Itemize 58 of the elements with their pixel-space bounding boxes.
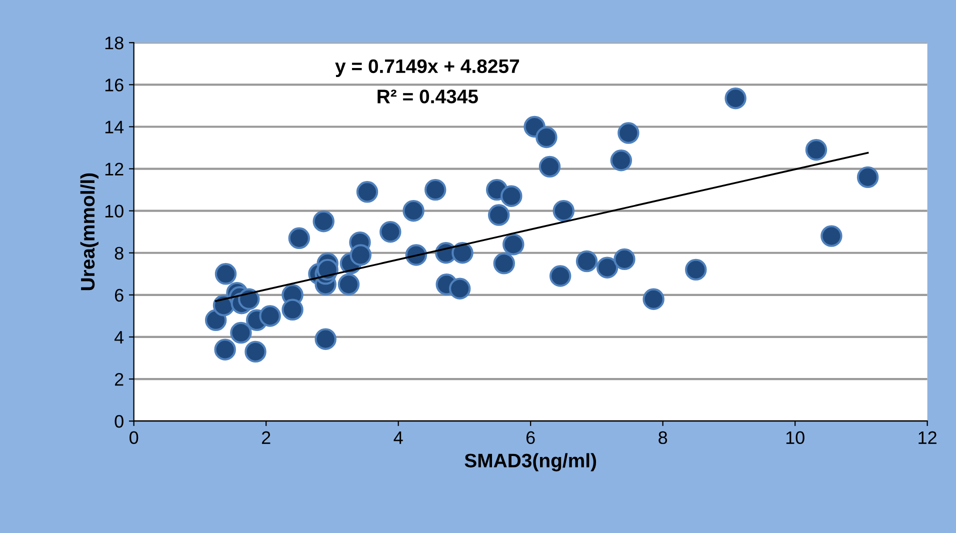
point xyxy=(452,242,474,264)
point xyxy=(820,225,842,247)
x-tick-label: 0 xyxy=(130,431,138,444)
point xyxy=(338,274,360,296)
x-tick-label: 4 xyxy=(394,431,403,444)
point xyxy=(596,256,618,278)
y-tick-label: 14 xyxy=(105,120,124,134)
y-axis-title: Urea(mmol/l) xyxy=(80,173,98,290)
y-tick-label: 12 xyxy=(105,162,124,176)
point xyxy=(214,263,237,285)
point xyxy=(288,227,310,250)
annotation: R² = 0.4345 xyxy=(378,90,478,104)
point xyxy=(312,210,334,232)
y-tick-label: 4 xyxy=(114,331,124,344)
point xyxy=(350,244,372,266)
x-tick-label: 12 xyxy=(918,431,936,444)
point xyxy=(549,265,572,287)
y-tick-label: 6 xyxy=(114,288,124,302)
point xyxy=(316,258,338,281)
point xyxy=(502,234,524,256)
x-tick-label: 10 xyxy=(786,431,804,444)
point xyxy=(448,278,471,300)
point xyxy=(685,258,707,281)
point xyxy=(642,288,664,310)
point xyxy=(488,204,510,226)
y-tick-label: 2 xyxy=(114,372,124,386)
y-tick-label: 18 xyxy=(105,36,124,50)
y-tick-label: 0 xyxy=(114,415,124,428)
point xyxy=(402,200,424,222)
point xyxy=(244,340,266,363)
point xyxy=(576,250,598,272)
y-tick-label: 8 xyxy=(114,246,124,260)
point xyxy=(536,126,558,148)
point xyxy=(538,156,561,178)
point xyxy=(500,185,522,207)
y-tick-label: 16 xyxy=(105,78,124,92)
point xyxy=(282,298,304,321)
point xyxy=(493,252,515,274)
point xyxy=(614,248,636,270)
point xyxy=(856,166,879,188)
point xyxy=(314,328,336,350)
point xyxy=(610,150,632,172)
x-tick-label: 6 xyxy=(526,431,535,444)
point xyxy=(380,220,402,243)
point xyxy=(214,338,236,360)
annotation: y = 0.7149x + 4.8257 xyxy=(335,59,520,77)
point xyxy=(552,200,575,222)
x-axis-title: SMAD3(ng/ml) xyxy=(464,453,596,472)
point xyxy=(356,181,378,203)
point xyxy=(259,305,281,327)
x-tick-label: 2 xyxy=(262,431,270,444)
point xyxy=(724,87,746,110)
point xyxy=(618,122,640,144)
point xyxy=(805,138,828,161)
y-tick-label: 10 xyxy=(105,204,124,218)
point xyxy=(424,178,446,201)
x-tick-label: 8 xyxy=(658,431,668,444)
point xyxy=(230,322,252,344)
